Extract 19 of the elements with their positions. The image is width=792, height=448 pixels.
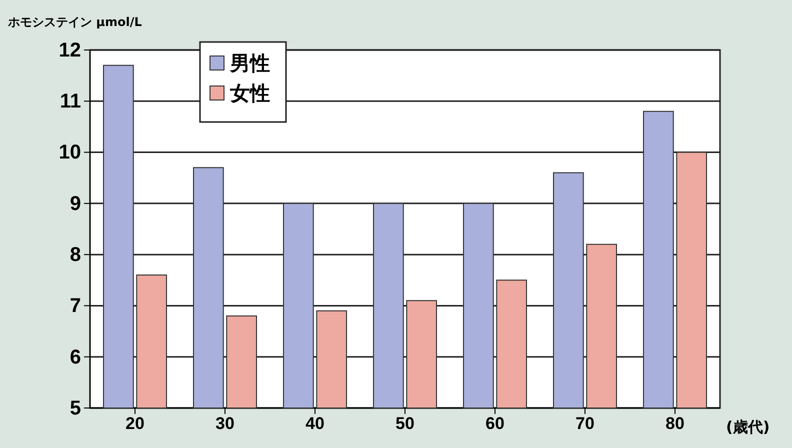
y-tick-label: 8: [70, 244, 81, 266]
x-axis-title: (歳代): [726, 418, 770, 436]
x-tick-label: 50: [396, 414, 414, 434]
x-tick-label: 60: [486, 414, 504, 434]
x-tick-label: 20: [126, 414, 144, 434]
y-axis-title: ホモシステイン μmol/L: [7, 15, 142, 29]
y-tick-label: 12: [58, 39, 81, 62]
y-tick-label: 6: [70, 346, 81, 368]
y-tick-label: 10: [58, 142, 81, 164]
y-tick-label: 7: [70, 295, 81, 318]
legend-label: 男性: [229, 51, 270, 75]
x-tick-label: 70: [576, 414, 594, 434]
x-tick-label: 30: [216, 414, 234, 434]
y-tick-label: 5: [70, 397, 81, 420]
y-tick-label: 9: [70, 192, 81, 215]
x-tick-label: 40: [306, 414, 324, 434]
legend-label: 女性: [229, 81, 270, 105]
y-tick-label: 11: [60, 90, 81, 113]
x-tick-label: 80: [666, 414, 684, 434]
